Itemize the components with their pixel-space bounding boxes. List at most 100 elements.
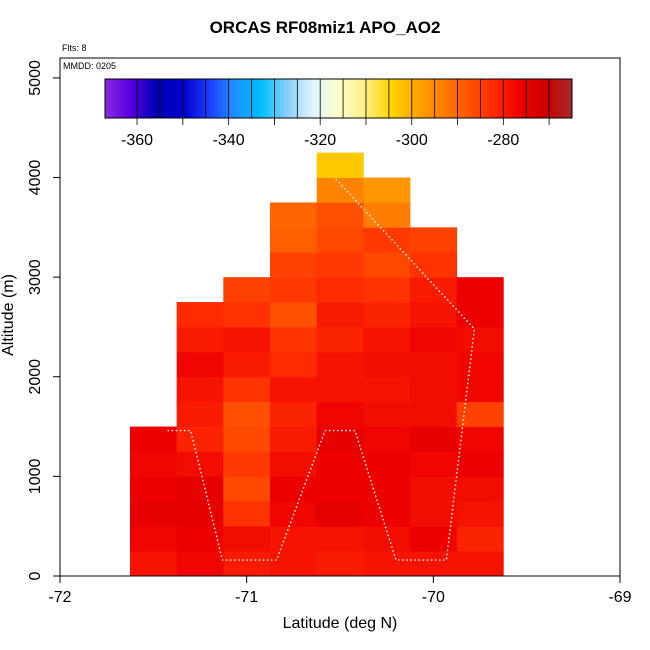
heatmap-cell bbox=[270, 351, 318, 378]
heatmap-cell bbox=[410, 426, 458, 452]
heatmap-cell bbox=[270, 526, 318, 552]
heatmap-cell bbox=[316, 152, 364, 178]
colorbar-segment bbox=[151, 79, 157, 118]
heatmap-cell bbox=[316, 451, 364, 477]
colorbar-segment bbox=[315, 79, 320, 118]
colorbar-tick-label: -320 bbox=[304, 132, 336, 149]
colorbar-segment bbox=[513, 79, 519, 118]
colorbar-segment bbox=[494, 79, 499, 118]
colorbar-segment bbox=[459, 79, 464, 118]
colorbar-segment bbox=[385, 79, 390, 118]
heatmap-cell bbox=[410, 501, 458, 527]
colorbar-segment bbox=[377, 79, 382, 118]
heatmap-cell bbox=[270, 551, 318, 577]
heatmap-cell bbox=[130, 551, 178, 577]
heatmap-cell bbox=[223, 376, 271, 403]
colorbar-segment bbox=[525, 79, 530, 118]
heatmap-cell bbox=[456, 277, 504, 303]
colorbar-segment bbox=[431, 79, 437, 118]
colorbar-segment bbox=[116, 79, 122, 118]
colorbar-segment bbox=[381, 79, 386, 118]
colorbar-segment bbox=[171, 79, 176, 118]
colorbar-segment bbox=[533, 79, 538, 118]
x-tick-label: -72 bbox=[48, 589, 71, 606]
heatmap-cell bbox=[223, 551, 271, 577]
heatmap-cell bbox=[363, 326, 411, 353]
heatmap-cell bbox=[130, 451, 178, 477]
heatmap-cell bbox=[316, 376, 364, 403]
heatmap-cell bbox=[363, 302, 411, 328]
colorbar-segment bbox=[252, 79, 258, 118]
heatmap-cell bbox=[456, 551, 504, 577]
heatmap-cell bbox=[363, 177, 411, 203]
heatmap-cell bbox=[456, 326, 504, 353]
chart-title: ORCAS RF08miz1 APO_AO2 bbox=[209, 18, 441, 37]
colorbar-segment bbox=[175, 79, 180, 118]
colorbar-segment bbox=[194, 79, 199, 118]
x-axis-label: Latitude (deg N) bbox=[282, 615, 398, 632]
y-tick-label: 4000 bbox=[27, 160, 44, 196]
heatmap-cell bbox=[270, 202, 318, 228]
heatmap-cell bbox=[270, 451, 318, 477]
colorbar-segment bbox=[474, 79, 480, 118]
colorbar-segment bbox=[299, 79, 304, 118]
heatmap-cell bbox=[456, 302, 504, 328]
colorbar-segment bbox=[334, 79, 339, 118]
heatmap-cell bbox=[316, 351, 364, 378]
colorbar-segment bbox=[396, 79, 402, 118]
colorbar-segment bbox=[143, 79, 149, 118]
heatmap-cell bbox=[130, 426, 178, 452]
heatmap-cell bbox=[410, 551, 458, 577]
colorbar-segment bbox=[404, 79, 410, 118]
colorbar-segment bbox=[548, 79, 554, 118]
heatmap-cell bbox=[176, 426, 224, 452]
heatmap-cell bbox=[316, 426, 364, 452]
colorbar-segment bbox=[529, 79, 534, 118]
colorbar-segment bbox=[498, 79, 503, 118]
heatmap-cell bbox=[130, 476, 178, 502]
colorbar-segment bbox=[307, 79, 312, 118]
heatmap-cell bbox=[316, 526, 364, 552]
colorbar-segment bbox=[486, 79, 491, 118]
colorbar-tick-label: -340 bbox=[213, 132, 245, 149]
heatmap-cell bbox=[176, 476, 224, 502]
colorbar-segment bbox=[470, 79, 476, 118]
colorbar-segment bbox=[424, 79, 429, 118]
colorbar-segment bbox=[291, 79, 297, 118]
heatmap-cell bbox=[316, 501, 364, 527]
colorbar-segment bbox=[338, 79, 343, 118]
heatmap-cell bbox=[130, 501, 178, 527]
heatmap-cell bbox=[410, 401, 458, 427]
colorbar-segment bbox=[202, 79, 207, 118]
colorbar-segment bbox=[128, 79, 133, 118]
heatmap-cell bbox=[410, 376, 458, 403]
heatmap-cell bbox=[223, 426, 271, 452]
colorbar-segment bbox=[178, 79, 184, 118]
heatmap-cell bbox=[456, 376, 504, 403]
colorbar-segment bbox=[412, 79, 417, 118]
colorbar-segment bbox=[319, 79, 324, 118]
heatmap-cell bbox=[270, 376, 318, 403]
colorbar-segment bbox=[330, 79, 336, 118]
colorbar-segment bbox=[241, 79, 246, 118]
x-tick-label: -71 bbox=[235, 589, 258, 606]
heatmap-cell bbox=[176, 551, 224, 577]
colorbar-frame bbox=[104, 78, 573, 119]
colorbar-segment bbox=[354, 79, 359, 118]
flights-annotation: Flts: 8 bbox=[62, 43, 87, 53]
colorbar-segment bbox=[159, 79, 164, 118]
heatmap-cell bbox=[270, 476, 318, 502]
heatmap-cell bbox=[176, 376, 224, 403]
heatmap-cell bbox=[316, 277, 364, 303]
colorbar-tick-label: -360 bbox=[121, 132, 153, 149]
colorbar-segment bbox=[389, 79, 394, 118]
x-tick-label: -69 bbox=[608, 589, 631, 606]
colorbar-segment bbox=[155, 79, 160, 118]
heatmap-cell bbox=[363, 401, 411, 427]
heatmap-cell bbox=[176, 326, 224, 353]
colorbar-segment bbox=[213, 79, 219, 118]
y-tick-label: 1000 bbox=[27, 458, 44, 494]
colorbar-segment bbox=[451, 79, 456, 118]
colorbar-segment bbox=[163, 79, 168, 118]
heatmap-cell bbox=[316, 551, 364, 577]
